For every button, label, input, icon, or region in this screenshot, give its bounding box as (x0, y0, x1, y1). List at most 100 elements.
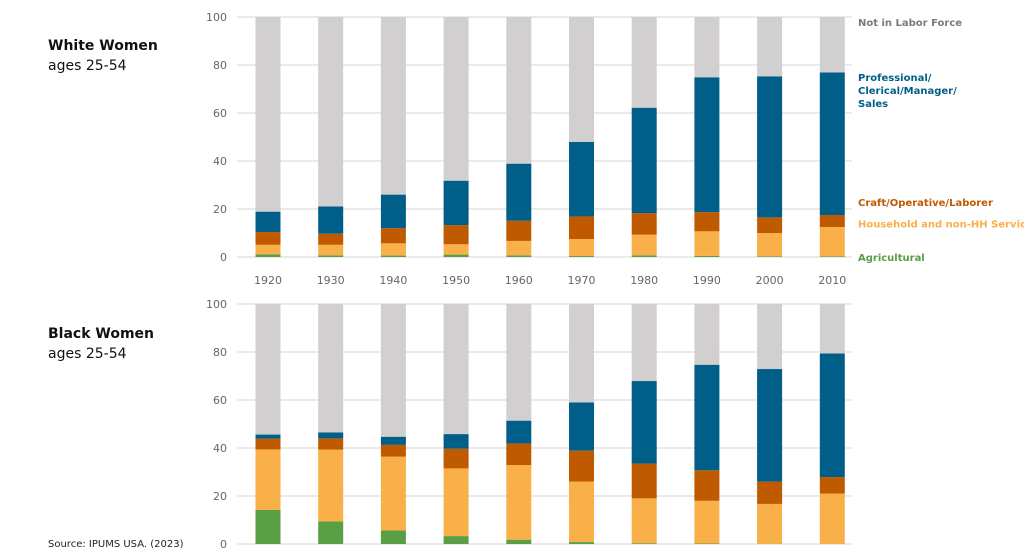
x-tick-label: 2010 (818, 274, 846, 287)
bar-segment-not-in-labor-force (506, 304, 532, 421)
y-tick-label: 40 (213, 442, 227, 455)
bar-segment-professional-clerical-manager-sales (255, 434, 281, 439)
bar-segment-agricultural (694, 255, 720, 257)
bar-segment-household-and-non-hh-service (694, 231, 720, 256)
bar-segment-agricultural (443, 536, 469, 544)
chart-title: Black Women (48, 326, 155, 342)
bar-segment-agricultural (569, 542, 594, 544)
black-women-title: Black Women ages 25-54 (48, 324, 154, 364)
bar-segment-craft-operative-laborer (443, 225, 469, 245)
bar-segment-agricultural (506, 539, 532, 544)
bar-segment-agricultural (569, 256, 594, 257)
bar-segment-household-and-non-hh-service (506, 465, 532, 540)
bar-segment-agricultural (318, 255, 344, 257)
bar-segment-agricultural (255, 254, 281, 257)
bar-segment-household-and-non-hh-service (694, 500, 720, 544)
bar-segment-professional-clerical-manager-sales (631, 107, 657, 214)
bar-segment-craft-operative-laborer (380, 228, 406, 244)
bar-segment-not-in-labor-force (694, 304, 720, 365)
y-tick-label: 20 (213, 490, 227, 503)
bar-segment-craft-operative-laborer (255, 232, 281, 245)
legend-label: Craft/Operative/Laborer (858, 198, 993, 209)
bar-segment-craft-operative-laborer (318, 233, 344, 245)
bar-segment-agricultural (506, 255, 532, 257)
bar-segment-craft-operative-laborer (757, 217, 783, 233)
bar-segment-household-and-non-hh-service (380, 456, 406, 531)
bar-segment-not-in-labor-force (569, 304, 594, 403)
x-tick-label: 1960 (505, 274, 533, 287)
bar-segment-craft-operative-laborer (694, 470, 720, 501)
x-tick-label: 1940 (379, 274, 407, 287)
bar-segment-professional-clerical-manager-sales (380, 436, 406, 445)
y-tick-label: 100 (206, 298, 227, 311)
bar-segment-not-in-labor-force (443, 17, 469, 181)
bar-segment-craft-operative-laborer (631, 213, 657, 235)
bar-segment-professional-clerical-manager-sales (380, 194, 406, 229)
white-women-title: White Women ages 25-54 (48, 36, 158, 76)
bar-segment-craft-operative-laborer (694, 212, 720, 232)
bar-segment-craft-operative-laborer (631, 463, 657, 499)
bar-segment-professional-clerical-manager-sales (819, 72, 845, 215)
bar-segment-craft-operative-laborer (819, 215, 845, 227)
bar-segment-household-and-non-hh-service (757, 233, 783, 257)
bar-segment-agricultural (819, 256, 845, 257)
bar-segment-household-and-non-hh-service (443, 468, 469, 537)
y-tick-label: 60 (213, 394, 227, 407)
bar-segment-agricultural (757, 256, 783, 257)
bar-segment-craft-operative-laborer (380, 444, 406, 457)
bar-segment-agricultural (380, 255, 406, 257)
bar-segment-not-in-labor-force (819, 17, 845, 73)
x-tick-label: 1930 (317, 274, 345, 287)
bar-segment-professional-clerical-manager-sales (757, 76, 783, 218)
bar-segment-craft-operative-laborer (255, 438, 281, 450)
legend-label: Professional/Clerical/Manager/Sales (858, 73, 957, 110)
y-tick-label: 60 (213, 107, 227, 120)
bar-segment-household-and-non-hh-service (569, 239, 594, 257)
y-tick-label: 0 (220, 251, 227, 264)
bar-segment-professional-clerical-manager-sales (631, 381, 657, 464)
bar-segment-professional-clerical-manager-sales (569, 141, 594, 217)
bar-segment-craft-operative-laborer (506, 443, 532, 466)
source-note: Source: IPUMS USA. (2023) (48, 539, 184, 550)
bar-segment-not-in-labor-force (757, 17, 783, 77)
bar-segment-household-and-non-hh-service (443, 244, 469, 255)
bar-segment-professional-clerical-manager-sales (255, 211, 281, 233)
bar-segment-not-in-labor-force (380, 17, 406, 195)
bar-segment-professional-clerical-manager-sales (694, 77, 720, 213)
x-tick-label: 2000 (756, 274, 784, 287)
chart-subtitle: ages 25-54 (48, 346, 127, 362)
bar-segment-craft-operative-laborer (569, 450, 594, 482)
y-tick-label: 80 (213, 59, 227, 72)
bar-segment-craft-operative-laborer (757, 481, 783, 504)
bar-segment-household-and-non-hh-service (506, 240, 532, 256)
bar-segment-household-and-non-hh-service (318, 244, 344, 256)
bar-segment-not-in-labor-force (631, 17, 657, 108)
chart-title: White Women (48, 38, 158, 54)
bar-segment-not-in-labor-force (757, 304, 783, 370)
y-tick-label: 40 (213, 155, 227, 168)
bar-segment-household-and-non-hh-service (631, 234, 657, 256)
bar-segment-household-and-non-hh-service (318, 449, 344, 522)
bar-segment-not-in-labor-force (318, 17, 344, 207)
bar-segment-agricultural (631, 543, 657, 544)
bar-segment-agricultural (318, 521, 344, 544)
bar-segment-craft-operative-laborer (819, 477, 845, 494)
bar-segment-not-in-labor-force (318, 304, 344, 433)
x-tick-label: 1990 (693, 274, 721, 287)
bar-segment-professional-clerical-manager-sales (757, 369, 783, 482)
x-tick-label: 1950 (442, 274, 470, 287)
legend-label: Household and non-HH Service (858, 220, 1024, 231)
legend-label: Not in Labor Force (858, 18, 962, 29)
bar-segment-craft-operative-laborer (506, 220, 532, 241)
bar-segment-not-in-labor-force (255, 304, 281, 435)
bar-segment-not-in-labor-force (380, 304, 406, 437)
bar-segment-household-and-non-hh-service (757, 503, 783, 544)
x-tick-label: 1970 (568, 274, 596, 287)
bar-segment-craft-operative-laborer (318, 438, 344, 450)
bar-segment-not-in-labor-force (506, 17, 532, 164)
bar-segment-craft-operative-laborer (443, 448, 469, 469)
y-tick-label: 100 (206, 11, 227, 24)
bar-segment-household-and-non-hh-service (255, 244, 281, 255)
bar-segment-craft-operative-laborer (569, 216, 594, 239)
